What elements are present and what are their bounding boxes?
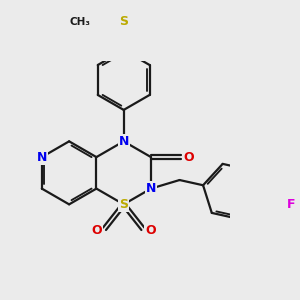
- Text: O: O: [183, 151, 194, 164]
- Text: N: N: [118, 135, 129, 148]
- Text: S: S: [119, 198, 128, 211]
- Text: O: O: [145, 224, 156, 237]
- Text: CH₃: CH₃: [70, 17, 91, 27]
- Text: F: F: [287, 198, 296, 212]
- Text: O: O: [92, 224, 102, 237]
- Text: N: N: [146, 182, 156, 195]
- Text: S: S: [119, 15, 128, 28]
- Text: N: N: [37, 151, 47, 164]
